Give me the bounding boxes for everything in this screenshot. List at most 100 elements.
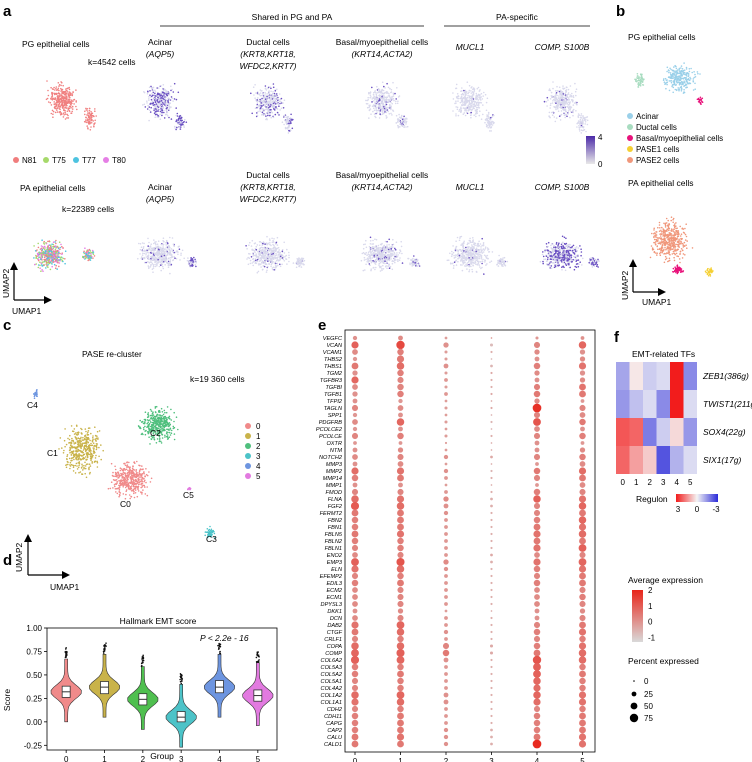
e-dot-FGF2-1 [396, 502, 405, 510]
marker-genes-basal-top: (KRT14,ACTA2) [351, 49, 412, 59]
e-gene-label-ECM2: ECM2 [326, 588, 342, 594]
e-gene-label-EFEMP2: EFEMP2 [320, 574, 343, 580]
e-pct-label-50: 50 [644, 702, 653, 711]
e-dot-OXTR-5 [580, 441, 585, 445]
e-gene-label-NOTCH2: NOTCH2 [319, 455, 343, 461]
f-col-label-5: 5 [688, 478, 693, 487]
e-gene-label-COL5A1: COL5A1 [321, 679, 342, 685]
e-dot-FGF2-3 [490, 504, 493, 508]
e-dot-DPYSL3-1 [397, 600, 404, 608]
e-dot-OXTR-3 [490, 442, 493, 444]
umap-b-xlabel: UMAP1 [642, 297, 672, 307]
e-dot-OXTR-1 [398, 441, 403, 445]
f-title: EMT-related TFs [632, 349, 695, 359]
f-cell-3-4 [670, 446, 684, 474]
e-dot-FBN2-0 [351, 516, 359, 524]
e-dot-FBN1-2 [444, 525, 448, 529]
pa-umap-marker-b-2 [407, 255, 421, 267]
e-gene-label-FBLN1: FBLN1 [325, 546, 342, 552]
e-dot-ECM1-5 [579, 593, 586, 601]
e-dot-CTGF-2 [443, 629, 449, 635]
e-dot-TFPI2-5 [580, 399, 585, 403]
b-pg-basal [696, 96, 704, 105]
e-dot-DAB2-3 [490, 623, 493, 627]
e-dot-COL5A1-5 [579, 677, 586, 685]
f-col-label-1: 1 [634, 478, 639, 487]
e-dot-VCAN-1 [396, 340, 405, 350]
e-dot-COL1A2-3 [490, 693, 493, 697]
e-dot-TGFB1-2 [444, 392, 448, 396]
umap-b-ylabel: UMAP2 [620, 270, 630, 300]
d-outlier-0-17 [65, 654, 67, 656]
e-dot-TGFBR3-3 [490, 378, 493, 382]
e-dot-DKK1-3 [490, 610, 493, 612]
e-dot-FERMT2-0 [351, 509, 359, 517]
c-legend-dot-3 [245, 453, 251, 459]
d-outlier-3-9 [180, 679, 183, 681]
d-outlier-2-17 [141, 658, 143, 660]
e-xtick-label-3: 3 [489, 757, 494, 762]
e-gene-label-DCN: DCN [330, 616, 343, 622]
e-gene-label-TAGLN: TAGLN [324, 406, 343, 412]
umap-axes-b [629, 259, 666, 296]
d-outlier-3-16 [180, 675, 182, 678]
b-pa-pase1 [704, 267, 714, 277]
e-dot-FBN1-0 [351, 523, 359, 531]
e-dot-CRLF1-2 [444, 637, 448, 641]
e-dot-FBLN2-5 [579, 537, 586, 545]
e-dot-TFPI2-0 [352, 398, 358, 404]
e-dot-VCAN-0 [351, 341, 359, 349]
d-outlier-4-2 [217, 644, 219, 647]
e-dot-DPYSL3-2 [444, 602, 448, 606]
umap-c-ylabel: UMAP2 [14, 542, 24, 572]
d-xtick-label-2: 2 [141, 755, 146, 762]
e-dot-COL5A2-1 [397, 670, 404, 678]
e-dot-ECM1-2 [444, 595, 448, 599]
c-title: PASE re-cluster [82, 349, 142, 359]
e-dot-COL5A1-1 [397, 677, 404, 685]
e-dot-MMP14-4 [533, 474, 541, 482]
e-dot-DPYSL3-0 [352, 601, 358, 607]
e-dot-EFEMP2-4 [533, 572, 541, 580]
f-cell-1-2 [643, 390, 657, 418]
e-dot-ELN-2 [443, 566, 449, 572]
e-dot-CRLF1-0 [351, 635, 359, 643]
violin-plot: 1.00 0.75 0.50 0.25 0.00 -0.25 0 1 2 3 4 5 [24, 624, 274, 762]
e-dot-EMP3-4 [533, 558, 541, 566]
e-dot-FGF2-0 [350, 501, 360, 511]
e-dot-TGFB1-3 [490, 392, 493, 396]
umap-c-plot [33, 389, 216, 539]
e-dot-THBS2-4 [534, 356, 540, 362]
e-dot-DAB2-5 [579, 621, 586, 629]
d-outlier-2-12 [142, 657, 145, 659]
e-dot-MMP1-4 [535, 483, 539, 487]
d-ytick-label-4: 0.00 [26, 718, 42, 727]
e-dot-TGFBR3-5 [579, 377, 586, 383]
b-pg-acinar [662, 62, 701, 94]
e-dot-FBLN5-1 [396, 530, 405, 538]
d-outlier-1-14 [103, 645, 105, 647]
e-gene-label-CALD1: CALD1 [324, 742, 342, 748]
e-dot-CAPG-3 [490, 721, 493, 725]
e-dot-MMP2-4 [533, 467, 541, 475]
e-dot-PDGFRB-5 [579, 418, 586, 426]
e-gene-label-TGFBI: TGFBI [326, 385, 343, 391]
e-dot-THBS1-0 [351, 362, 359, 370]
e-dot-EDIL3-1 [397, 579, 404, 587]
c-legend-label-0: 0 [256, 422, 261, 431]
e-dot-SPP1-2 [444, 413, 448, 417]
e-dot-VCAM1-0 [352, 349, 358, 355]
e-dot-CDH11-4 [533, 712, 541, 720]
e-dot-ELN-0 [351, 565, 359, 573]
e-dot-TFPI2-1 [398, 398, 403, 404]
e-dot-MMP3-5 [579, 461, 586, 467]
e-gene-label-MMP14: MMP14 [323, 476, 342, 482]
e-dot-COL4A2-0 [351, 684, 359, 692]
e-dot-MMP1-1 [398, 482, 403, 488]
e-dot-THBS2-5 [579, 356, 586, 362]
e-dot-MMP3-0 [352, 461, 358, 467]
c-cluster-label-C2: C2 [150, 428, 161, 438]
d-outlier-3-0 [179, 678, 181, 681]
d-outlier-1-15 [104, 644, 107, 646]
e-dot-MMP3-2 [444, 462, 448, 466]
